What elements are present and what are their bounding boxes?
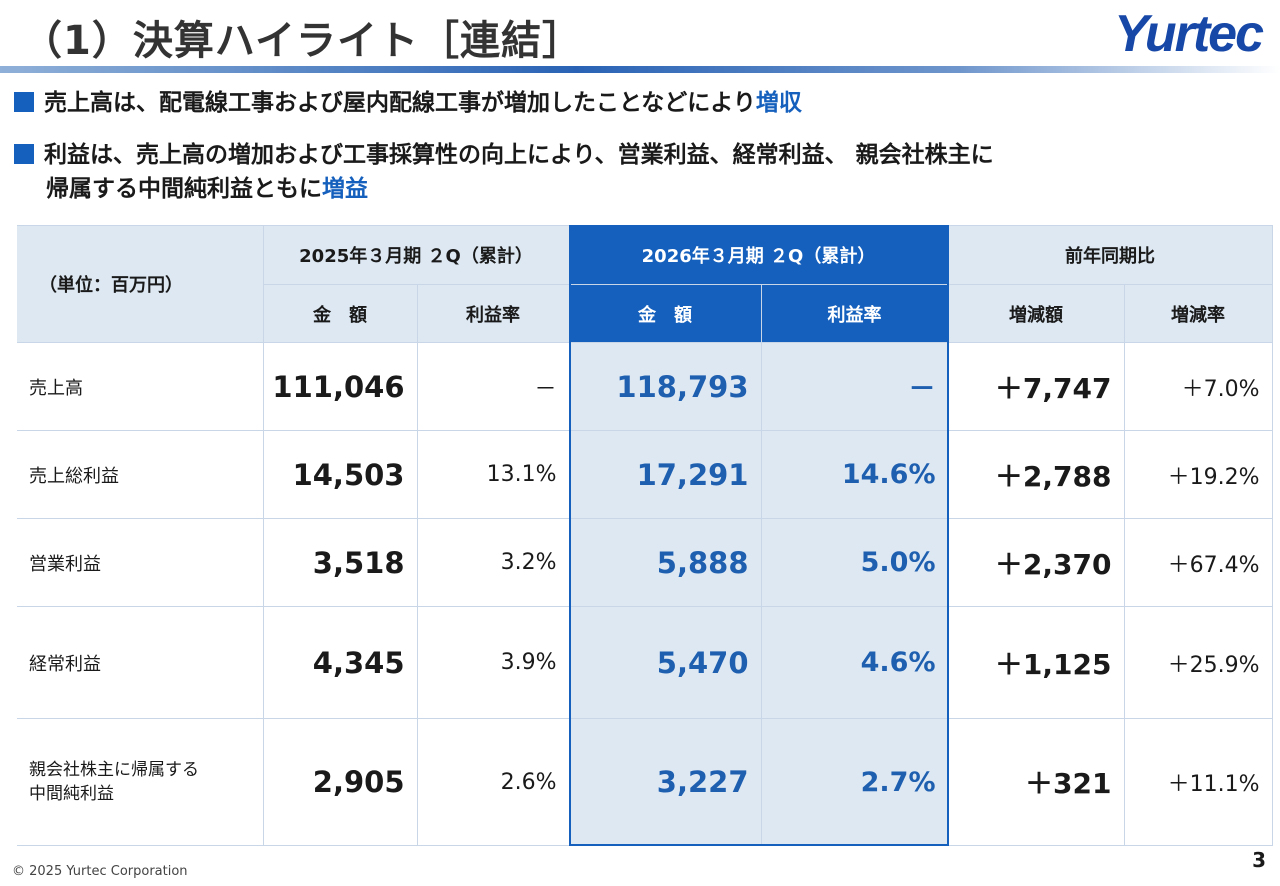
row-label: 売上高 — [17, 342, 264, 431]
diff-amount: ＋7,747 — [947, 342, 1125, 431]
cur-amount: 3,227 — [568, 718, 762, 846]
square-bullet-icon — [14, 92, 34, 112]
bullet-text: 利益は、売上高の増加および工事採算性の向上により、営業利益、経常利益、 親会社株… — [44, 142, 994, 168]
cur-rate: 14.6% — [760, 430, 949, 519]
cur-rate: － — [760, 342, 949, 431]
copyright: © 2025 Yurtec Corporation — [12, 864, 188, 879]
prev-rate: 3.2% — [416, 518, 570, 607]
col-prev-rate: 利益率 — [416, 284, 570, 343]
col-cur-amount: 金 額 — [568, 284, 762, 343]
unit-label: （単位：百万円） — [17, 225, 264, 343]
table-row: 売上総利益 14,503 13.1% 17,291 14.6% ＋2,788 ＋19.2% — [17, 430, 1273, 519]
table-row: 営業利益 3,518 3.2% 5,888 5.0% ＋2,370 ＋67.4% — [17, 518, 1273, 607]
bullet-highlight: 増収 — [755, 90, 802, 116]
diff-rate: ＋67.4% — [1123, 518, 1273, 607]
diff-amount: ＋2,370 — [947, 518, 1125, 607]
prev-amount: 2,905 — [262, 718, 418, 846]
diff-rate: ＋19.2% — [1123, 430, 1273, 519]
bullet-revenue: 売上高は、配電線工事および屋内配線工事が増加したことなどにより増収 — [14, 86, 802, 120]
cur-rate: 5.0% — [760, 518, 949, 607]
diff-rate: ＋25.9% — [1123, 606, 1273, 719]
cur-rate: 2.7% — [760, 718, 949, 846]
bullet-text: 売上高は、配電線工事および屋内配線工事が増加したことなどにより — [44, 90, 756, 116]
diff-rate: ＋7.0% — [1123, 342, 1273, 431]
row-label: 親会社株主に帰属する 中間純利益 — [17, 718, 264, 846]
square-bullet-icon — [14, 144, 34, 164]
title-divider — [0, 66, 1280, 73]
col-diff: 増減額 — [947, 284, 1125, 343]
table-row: 親会社株主に帰属する 中間純利益 2,905 2.6% 3,227 2.7% ＋321 ＋1… — [17, 718, 1273, 846]
table-row: 経常利益 4,345 3.9% 5,470 4.6% ＋1,125 ＋25.9% — [17, 606, 1273, 719]
cur-amount: 5,470 — [568, 606, 762, 719]
diff-amount: ＋1,125 — [947, 606, 1125, 719]
cur-rate: 4.6% — [760, 606, 949, 719]
col-prev-amount: 金 額 — [262, 284, 418, 343]
group-prev: 2025年３月期 ２Q（累計） — [262, 225, 570, 285]
bullet-profit: 利益は、売上高の増加および工事採算性の向上により、営業利益、経常利益、 親会社株… — [14, 138, 994, 206]
cur-amount: 118,793 — [568, 342, 762, 431]
cur-amount: 17,291 — [568, 430, 762, 519]
group-current: 2026年３月期 ２Q（累計） — [568, 225, 949, 285]
col-cur-rate: 利益率 — [760, 284, 949, 343]
prev-amount: 111,046 — [262, 342, 418, 431]
bullet-text: 帰属する中間純利益ともに — [46, 176, 322, 202]
prev-rate: 3.9% — [416, 606, 570, 719]
page-number: 3 — [1252, 848, 1266, 872]
row-label: 営業利益 — [17, 518, 264, 607]
slide-title: （1）決算ハイライト［連結］ — [22, 18, 584, 64]
prev-rate: － — [416, 342, 570, 431]
prev-rate: 2.6% — [416, 718, 570, 846]
row-label: 経常利益 — [17, 606, 264, 719]
prev-amount: 3,518 — [262, 518, 418, 607]
yurtec-logo: Yurtec — [1114, 5, 1264, 63]
results-table: （単位：百万円） 2025年３月期 ２Q（累計） 2026年３月期 ２Q（累計）… — [17, 225, 1273, 846]
bullet-highlight: 増益 — [322, 176, 368, 202]
group-yoy: 前年同期比 — [947, 225, 1273, 285]
row-label: 売上総利益 — [17, 430, 264, 519]
cur-amount: 5,888 — [568, 518, 762, 607]
col-diff-rate: 増減率 — [1123, 284, 1273, 343]
prev-amount: 14,503 — [262, 430, 418, 519]
prev-amount: 4,345 — [262, 606, 418, 719]
prev-rate: 13.1% — [416, 430, 570, 519]
diff-amount: ＋321 — [947, 718, 1125, 846]
diff-rate: ＋11.1% — [1123, 718, 1273, 846]
table-row: 売上高 111,046 － 118,793 －＋7,747 ＋7.0% — [17, 342, 1273, 431]
diff-amount: ＋2,788 — [947, 430, 1125, 519]
